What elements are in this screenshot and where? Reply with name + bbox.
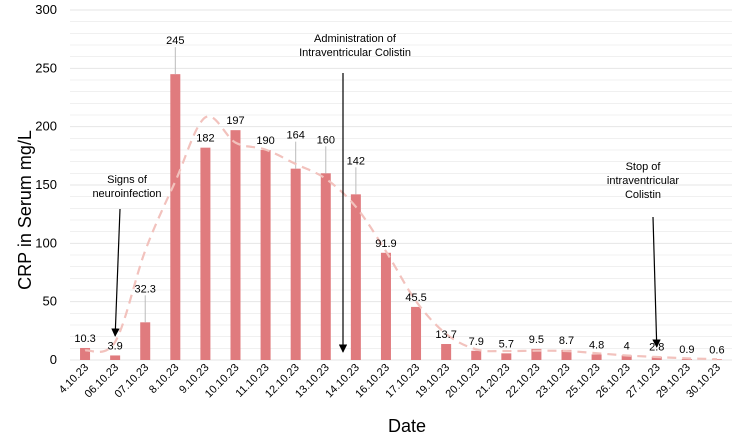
y-tick-label: 300 <box>35 2 57 17</box>
y-axis-title: CRP in Serum mg/L <box>15 130 35 290</box>
y-tick-label: 0 <box>50 352 57 367</box>
data-label: 5.7 <box>499 338 514 350</box>
data-label: 10.3 <box>74 333 95 345</box>
data-label: 142 <box>347 155 365 167</box>
trendline-path <box>84 115 717 361</box>
data-label: 190 <box>256 135 274 147</box>
data-label: 4 <box>624 340 630 352</box>
data-label: 9.5 <box>529 334 544 346</box>
bar <box>501 353 512 360</box>
annotation-arrow <box>652 216 661 348</box>
bar <box>441 344 452 360</box>
bar <box>621 355 632 360</box>
grid <box>70 9 732 361</box>
annotation-text: Administration of Intraventricular Colist… <box>299 33 411 59</box>
data-label: 32.3 <box>135 283 156 295</box>
bar <box>350 194 361 360</box>
data-label: 7.9 <box>469 336 484 348</box>
data-label: 160 <box>317 134 335 146</box>
bar <box>411 306 422 360</box>
bar <box>110 355 121 360</box>
annotation-text: Signs of neuroinfection <box>92 174 161 200</box>
bar <box>651 356 662 360</box>
data-label: 8.7 <box>559 335 574 347</box>
y-tick-label: 150 <box>35 177 57 192</box>
bar <box>320 173 331 360</box>
bar <box>561 349 572 360</box>
bar <box>380 252 391 360</box>
data-label: 3.9 <box>107 340 122 352</box>
bar <box>80 347 91 360</box>
x-axis-title: Date <box>388 416 426 436</box>
bar <box>531 348 542 360</box>
bar <box>230 130 241 360</box>
y-axis-ticks: 0 50 100 150 200 250 300 <box>35 2 57 367</box>
data-label: 164 <box>287 130 305 142</box>
data-label: 197 <box>226 115 244 127</box>
y-tick-label: 250 <box>35 60 57 75</box>
bar <box>140 322 151 360</box>
label-leaders <box>144 47 357 323</box>
data-label: 0.9 <box>679 344 694 356</box>
data-label: 0.6 <box>709 344 724 356</box>
bar <box>260 150 271 360</box>
bar <box>591 354 602 360</box>
bar <box>711 359 722 360</box>
data-label: 4.8 <box>589 339 604 351</box>
data-label: 245 <box>166 35 184 47</box>
bar <box>200 147 211 360</box>
bar <box>170 74 181 361</box>
data-label: 13.7 <box>435 329 456 341</box>
bar <box>290 168 301 360</box>
x-axis-ticks: 4.10.2306.10.2307.10.238.10.239.10.2310.… <box>57 362 723 401</box>
y-tick-label: 200 <box>35 119 57 134</box>
y-tick-label: 50 <box>43 294 57 309</box>
data-label: 182 <box>196 133 214 145</box>
data-label: 91.9 <box>375 238 396 250</box>
y-tick-label: 100 <box>35 235 57 250</box>
annotations: Signs of neuroinfection Administration of I… <box>92 33 679 353</box>
bar <box>471 350 482 360</box>
annotation-arrow <box>111 208 121 337</box>
x-tick-label: 8.10.23 <box>147 362 181 396</box>
bar <box>681 358 692 360</box>
trendline <box>84 115 717 361</box>
bars <box>80 74 722 361</box>
annotation-text: Stop of intraventricular Colistin <box>607 161 679 201</box>
data-label: 45.5 <box>405 292 426 304</box>
